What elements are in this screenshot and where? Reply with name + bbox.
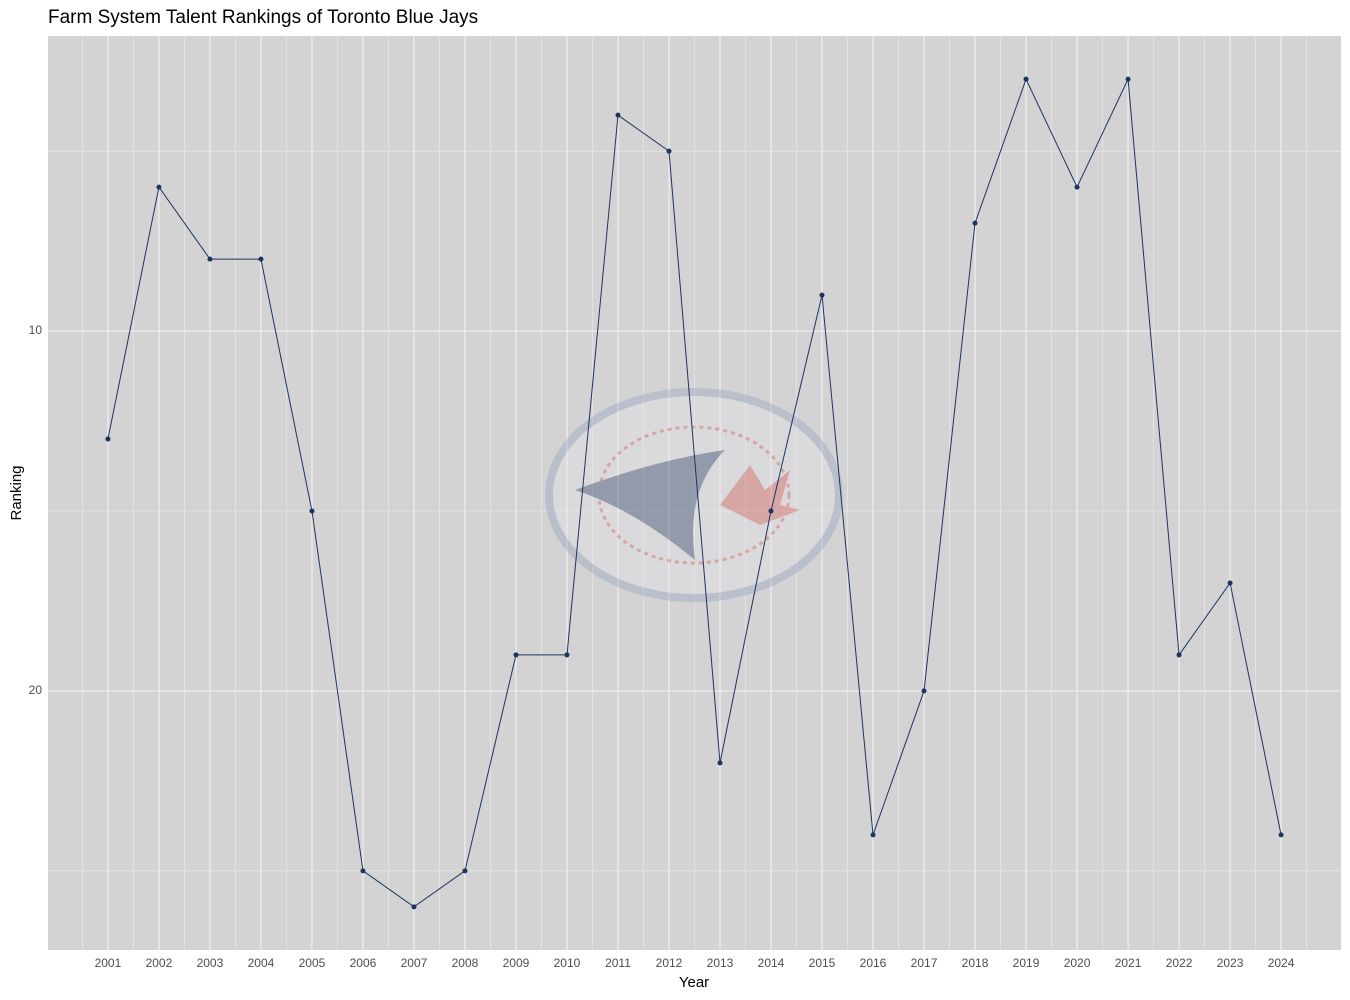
point xyxy=(615,112,621,118)
x-tick-label: 2010 xyxy=(554,956,581,970)
line xyxy=(107,77,1282,908)
point xyxy=(666,148,672,154)
point xyxy=(972,220,978,226)
x-tick-label: 2023 xyxy=(1217,956,1244,970)
x-tick-label: 2021 xyxy=(1115,956,1142,970)
point xyxy=(1074,184,1080,190)
point xyxy=(513,652,519,658)
point xyxy=(717,760,723,766)
x-tick-label: 2018 xyxy=(962,956,989,970)
x-tick-label: 2004 xyxy=(248,956,275,970)
x-tick-label: 2008 xyxy=(452,956,479,970)
point xyxy=(870,832,876,838)
point xyxy=(258,256,264,262)
point xyxy=(819,292,825,298)
x-tick-label: 2014 xyxy=(758,956,785,970)
point xyxy=(360,868,366,874)
x-tick-label: 2006 xyxy=(350,956,377,970)
x-tick-label: 2005 xyxy=(299,956,326,970)
x-tick-label: 2002 xyxy=(146,956,173,970)
x-tick-label: 2011 xyxy=(605,956,631,970)
chart-title: Farm System Talent Rankings of Toronto B… xyxy=(48,7,478,28)
point xyxy=(156,184,162,190)
point xyxy=(1125,76,1131,82)
point xyxy=(1023,76,1029,82)
point xyxy=(1176,652,1182,658)
x-tick-label: 2012 xyxy=(656,956,683,970)
point xyxy=(768,508,774,514)
point xyxy=(564,652,570,658)
x-tick-label: 2013 xyxy=(707,956,734,970)
x-tick-label: 2003 xyxy=(197,956,224,970)
point xyxy=(1227,580,1233,586)
x-tick-label: 2016 xyxy=(860,956,887,970)
y-tick-label: 10 xyxy=(29,323,43,337)
x-tick-label: 2001 xyxy=(95,956,122,970)
x-tick-label: 2024 xyxy=(1268,956,1295,970)
point xyxy=(411,904,417,910)
x-tick-label: 2007 xyxy=(401,956,428,970)
point xyxy=(462,868,468,874)
x-tick-label: 2015 xyxy=(809,956,836,970)
y-tick-label: 20 xyxy=(29,683,43,697)
x-tick-label: 2022 xyxy=(1166,956,1193,970)
grid xyxy=(48,36,1341,950)
x-tick-label: 2020 xyxy=(1064,956,1091,970)
point xyxy=(1278,832,1284,838)
x-tick-label: 2019 xyxy=(1013,956,1040,970)
x-axis-title: Year xyxy=(679,974,709,991)
x-tick-label: 2009 xyxy=(503,956,530,970)
point xyxy=(207,256,213,262)
watermark-logo xyxy=(545,388,843,602)
y-axis-title: Ranking xyxy=(8,465,25,520)
x-tick-label: 2017 xyxy=(911,956,938,970)
point xyxy=(921,688,927,694)
point xyxy=(105,436,111,442)
point xyxy=(309,508,315,514)
